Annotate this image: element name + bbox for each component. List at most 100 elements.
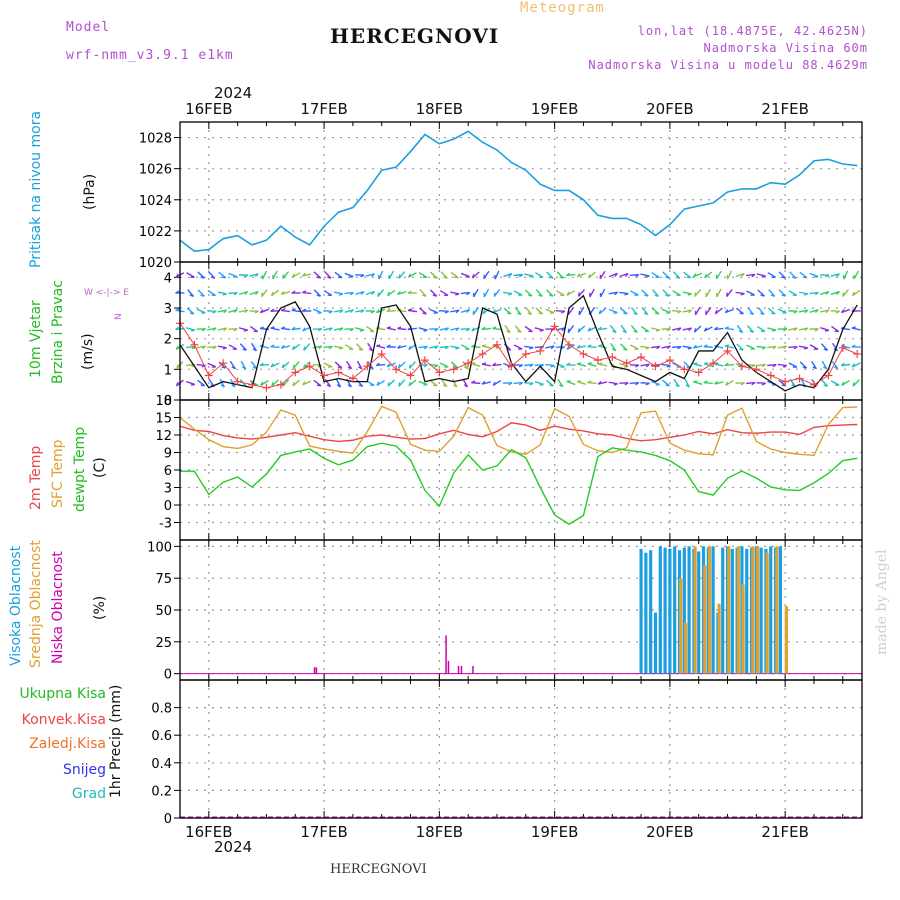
wind-arrowhead	[302, 327, 306, 332]
wind-arrowhead	[233, 309, 238, 314]
wind-arrow	[587, 362, 597, 368]
mid-cloud-bar	[775, 546, 779, 674]
wind-arrow	[228, 344, 238, 350]
wind-arrow	[217, 309, 227, 313]
wind-arrowhead	[576, 273, 581, 278]
wind-arrow	[492, 308, 502, 314]
wind-arrowhead	[598, 309, 602, 315]
footer-station: HERCEGNOVI	[330, 862, 427, 877]
wind-arrow	[407, 309, 418, 313]
high-cloud-bar	[730, 548, 734, 674]
wind-arrowhead	[823, 384, 828, 387]
wind-arrow	[852, 379, 860, 387]
wind-arrowhead	[634, 364, 640, 368]
wind-arrow	[483, 270, 490, 280]
wind-arrow	[323, 327, 333, 331]
wind-arrow	[473, 288, 479, 298]
wind-arrowhead	[176, 364, 179, 369]
wind-arrowhead	[280, 308, 286, 312]
wind-arrow	[492, 380, 502, 386]
precip-legend-total: Ukupna Kisa	[19, 686, 106, 702]
wind-arrowhead	[223, 327, 228, 332]
wind-arrow	[831, 361, 839, 369]
dewpt-line	[180, 442, 858, 526]
wind-arrowhead	[492, 381, 496, 386]
wind-arrow	[378, 270, 384, 280]
wind-arrowhead	[201, 364, 206, 368]
wind-arrow	[599, 288, 606, 298]
wind-arrow	[736, 307, 744, 315]
wind-arrow	[555, 310, 565, 312]
wind-arrow	[841, 363, 851, 367]
wind-arrowhead	[841, 381, 845, 386]
wind-arrowhead	[471, 380, 476, 384]
wind-arrowhead	[231, 384, 236, 388]
wind-arrow	[419, 289, 427, 297]
wind-arrowhead	[825, 291, 830, 295]
wind-arrowhead	[481, 326, 486, 331]
wind-arrow	[788, 345, 798, 349]
wind-arrow	[312, 308, 322, 314]
wind-arrow	[228, 309, 238, 313]
wind-arrow	[460, 309, 470, 313]
wind-arrowhead	[614, 291, 619, 296]
wind-arrow	[640, 363, 650, 367]
day-label-bottom: 19FEB	[531, 823, 578, 841]
high-cloud-bar	[649, 550, 653, 674]
wind-arrow	[630, 325, 638, 333]
wind-arrow	[281, 309, 291, 313]
wind-arrow	[641, 289, 649, 297]
wind-arrow	[820, 343, 829, 351]
wind-arrowhead	[316, 294, 321, 297]
wind-arrow	[705, 288, 712, 298]
wind-arrowhead	[252, 348, 257, 352]
wind-arrowhead	[259, 362, 264, 366]
wind-arrow	[620, 343, 628, 351]
wind-arrowhead	[492, 326, 497, 330]
wind-arrow	[703, 362, 713, 368]
wind-arrow	[629, 273, 639, 277]
low-cloud-bar	[457, 666, 460, 674]
wind-arrowhead	[725, 381, 729, 386]
wind-arrow	[608, 381, 618, 385]
wind-arrow	[302, 380, 312, 386]
wind-arrowhead	[455, 327, 460, 332]
wind-arrowhead	[282, 274, 285, 279]
wind-arrow	[810, 360, 818, 370]
wind-arrow	[228, 272, 238, 278]
wind-arrowhead	[771, 312, 776, 315]
wind-arrowhead	[644, 294, 649, 297]
wind-arrowhead	[760, 294, 765, 297]
wind-arrowhead	[201, 328, 206, 332]
y-tick-label: 0	[164, 394, 172, 409]
high-cloud-bar	[745, 548, 749, 674]
sfc-temp-line	[179, 405, 858, 457]
wind-arrow	[661, 363, 671, 367]
wind-arrowhead	[244, 309, 249, 314]
wind-arrowhead	[326, 384, 331, 388]
wind-arrowhead	[443, 276, 448, 279]
pressure-line	[179, 130, 858, 252]
y-tick-label: 50	[155, 604, 172, 619]
wind-arrowhead	[598, 344, 603, 347]
wind-arrow	[546, 289, 554, 297]
wind-arrow	[683, 271, 692, 279]
wind-arrow	[798, 327, 808, 331]
model-label: Model	[66, 20, 111, 35]
wind-arrowhead	[560, 310, 566, 314]
wind-arrow	[650, 345, 661, 349]
wind-arrow	[587, 381, 597, 385]
wind-arrow	[228, 291, 238, 295]
wind-arrowhead	[694, 292, 697, 297]
wind-arrowhead	[675, 384, 680, 388]
wind-arrowhead	[231, 366, 236, 370]
wind-arrow	[271, 379, 279, 387]
pressure-frame	[179, 121, 863, 263]
high-cloud-bar	[697, 551, 701, 674]
product-title: Meteogram	[520, 0, 605, 16]
wind-arrow	[576, 363, 587, 367]
y-tick-label: 6	[164, 464, 172, 479]
wind-arrowhead	[549, 384, 554, 387]
wind-arrowhead	[175, 326, 180, 331]
